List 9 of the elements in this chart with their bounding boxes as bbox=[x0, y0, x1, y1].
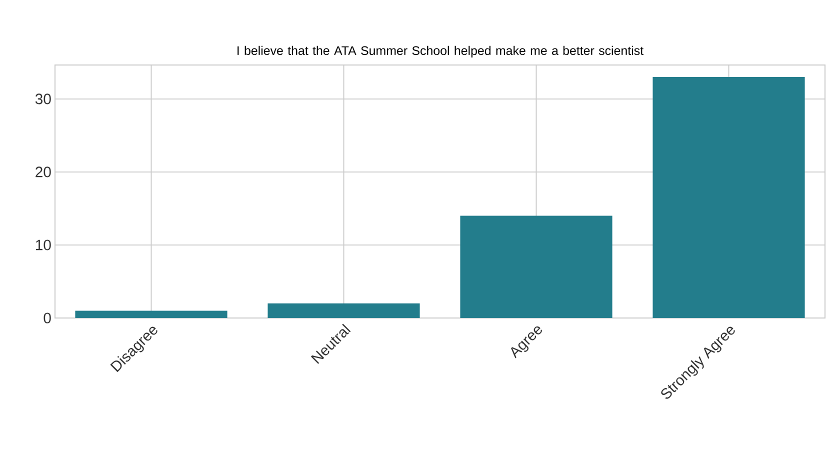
chart-title: I believe that the ATA Summer School helped make me a better scientist bbox=[238, 46, 644, 58]
y-tick-label: 30 bbox=[35, 94, 51, 104]
bar bbox=[652, 77, 805, 318]
y-tick-label: 10 bbox=[36, 240, 51, 250]
bar bbox=[460, 216, 612, 318]
y-tick-label: 20 bbox=[36, 166, 51, 178]
bar bbox=[75, 310, 228, 318]
bar bbox=[268, 303, 420, 318]
y-tick-label: 0 bbox=[44, 312, 51, 324]
